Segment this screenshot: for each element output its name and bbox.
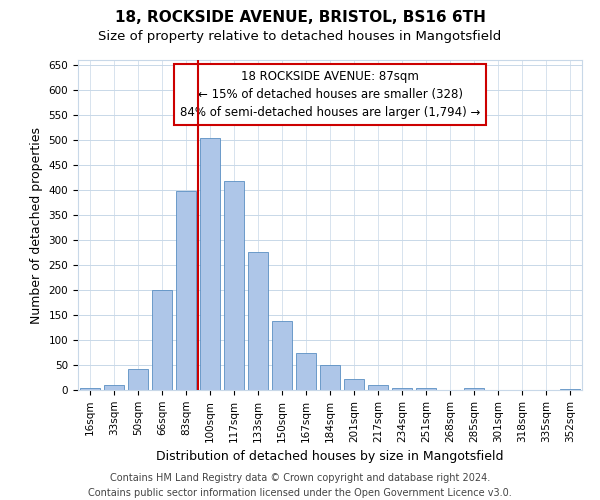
Bar — [152, 290, 172, 390]
Bar — [296, 352, 316, 390]
Text: 18 ROCKSIDE AVENUE: 87sqm
← 15% of detached houses are smaller (328)
84% of semi: 18 ROCKSIDE AVENUE: 87sqm ← 15% of detac… — [180, 70, 480, 119]
Bar — [416, 388, 436, 390]
Text: Size of property relative to detached houses in Mangotsfield: Size of property relative to detached ho… — [98, 30, 502, 43]
Bar — [344, 378, 364, 390]
Bar — [464, 388, 484, 390]
Y-axis label: Number of detached properties: Number of detached properties — [30, 126, 43, 324]
Bar — [176, 191, 196, 390]
X-axis label: Distribution of detached houses by size in Mangotsfield: Distribution of detached houses by size … — [156, 450, 504, 463]
Bar — [560, 388, 580, 390]
Bar — [224, 181, 244, 390]
Text: 18, ROCKSIDE AVENUE, BRISTOL, BS16 6TH: 18, ROCKSIDE AVENUE, BRISTOL, BS16 6TH — [115, 10, 485, 25]
Bar — [392, 388, 412, 390]
Bar — [104, 385, 124, 390]
Bar — [248, 252, 268, 390]
Text: Contains HM Land Registry data © Crown copyright and database right 2024.
Contai: Contains HM Land Registry data © Crown c… — [88, 472, 512, 498]
Bar — [272, 321, 292, 390]
Bar — [128, 368, 148, 390]
Bar — [80, 388, 100, 390]
Bar — [368, 385, 388, 390]
Bar — [200, 138, 220, 390]
Bar — [320, 365, 340, 390]
